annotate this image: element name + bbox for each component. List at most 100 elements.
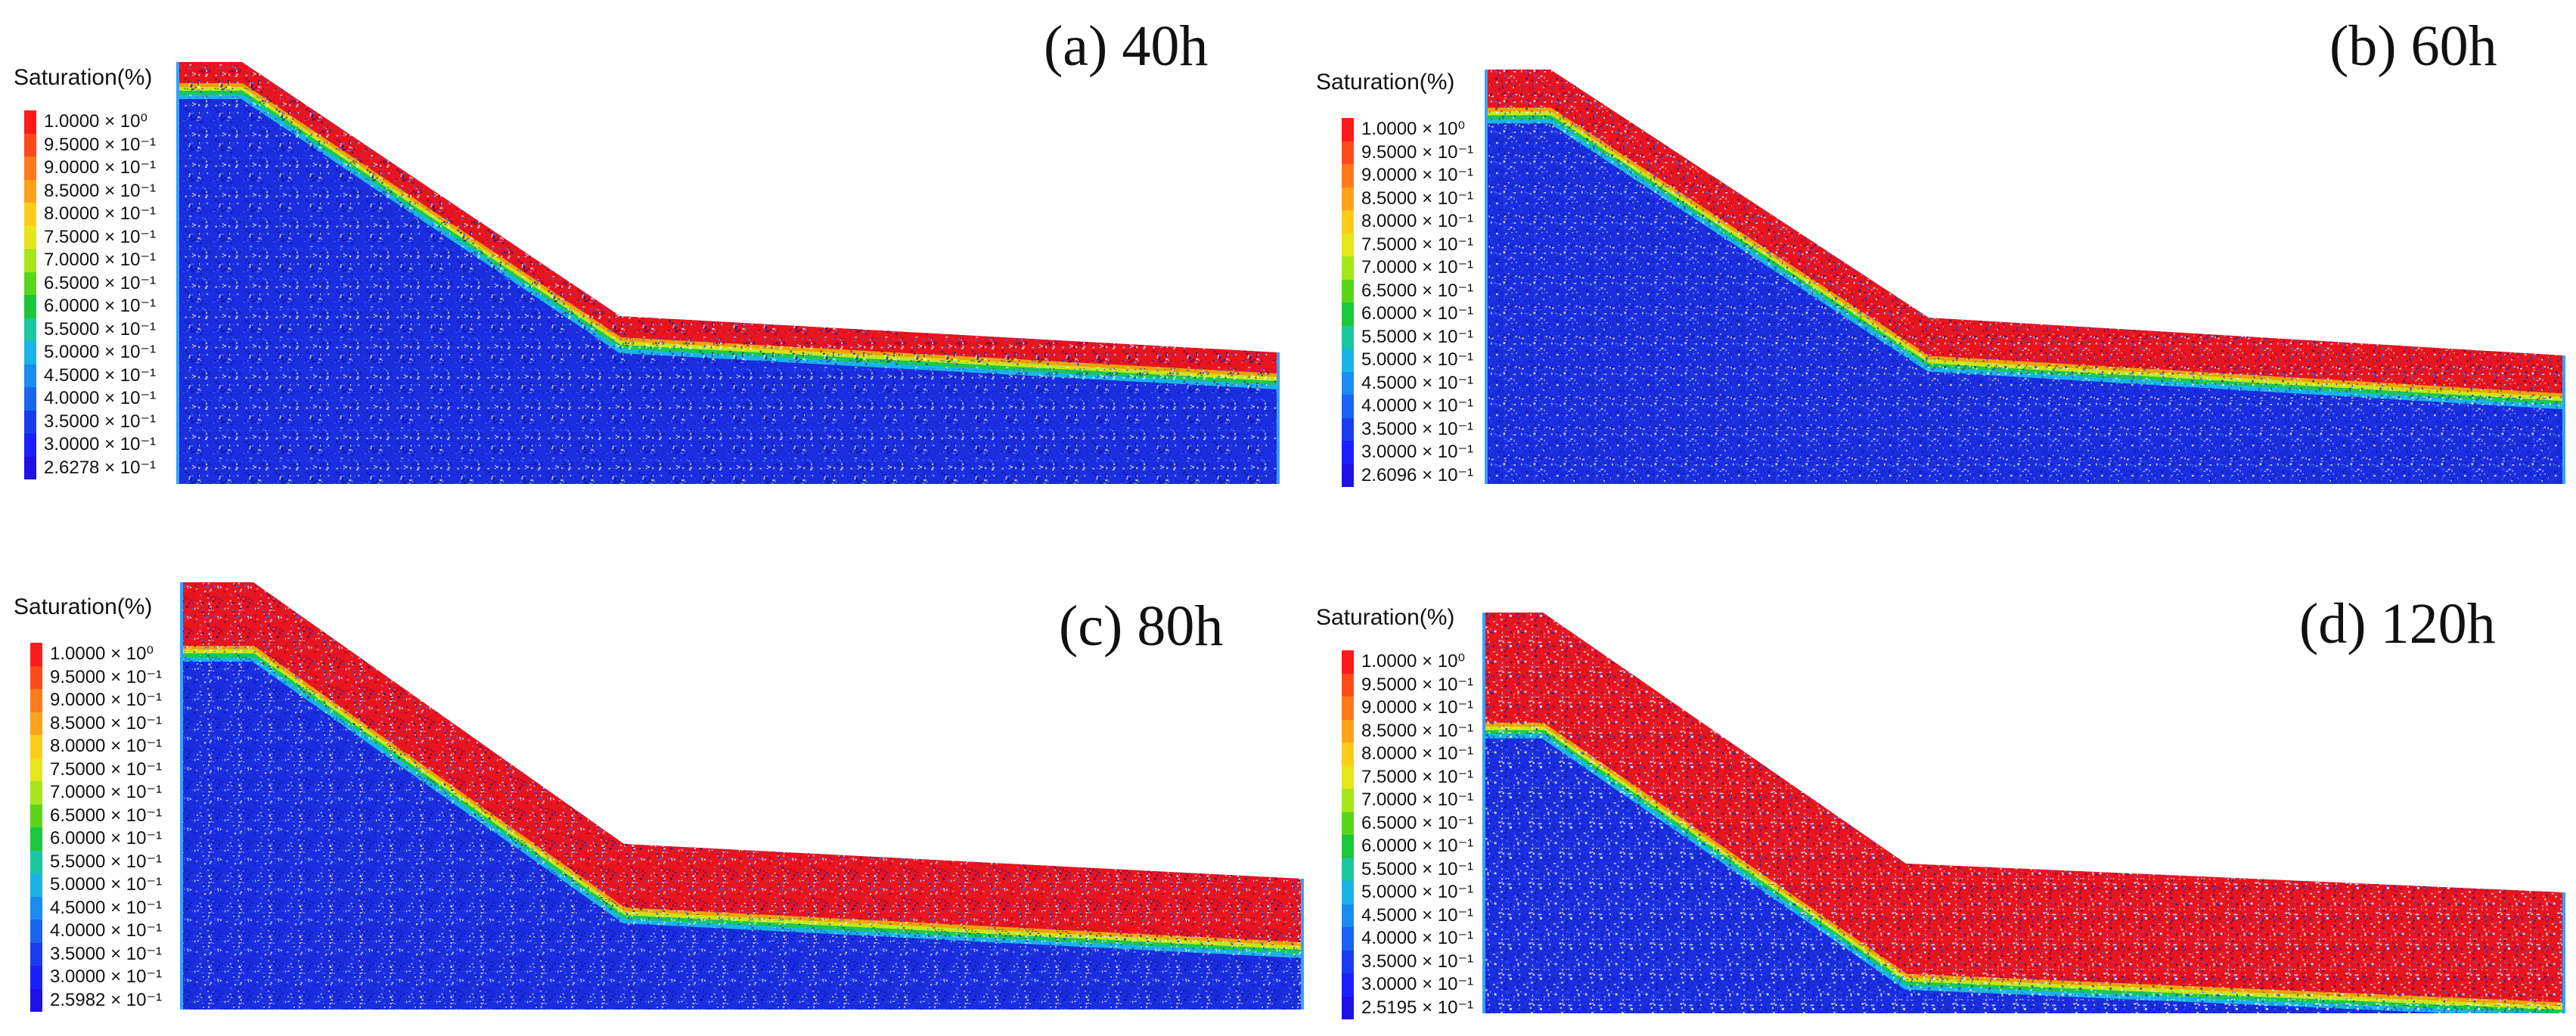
colorbar-tick-label: 3.5000 × 10⁻¹ (44, 411, 157, 432)
colorbar-tick-label: 9.0000 × 10⁻¹ (44, 157, 157, 178)
colorbar-label: Saturation(%) (1316, 605, 1455, 630)
colorbar-swatch (30, 850, 42, 873)
panel-title: (a) 40h (1044, 14, 1209, 78)
colorbar-swatch (1342, 996, 1354, 1019)
colorbar-tick-label: 4.0000 × 10⁻¹ (44, 388, 157, 408)
colorbar-tick-label: 8.5000 × 10⁻¹ (1361, 720, 1474, 741)
colorbar-tick-label: 3.0000 × 10⁻¹ (1361, 974, 1474, 994)
colorbar-swatch (1342, 279, 1354, 302)
colorbar-swatch (30, 896, 42, 920)
colorbar-swatch (1342, 349, 1354, 372)
colorbar-swatch (30, 758, 42, 781)
colorbar-tick-label: 1.0000 × 10⁰ (50, 644, 154, 664)
colorbar-swatch (1342, 210, 1354, 234)
colorbar-swatch (30, 712, 42, 735)
colorbar-tick-label: 1.0000 × 10⁰ (1361, 651, 1466, 672)
colorbar-tick-label: 3.5000 × 10⁻¹ (1361, 951, 1474, 972)
colorbar-tick-label: 9.0000 × 10⁻¹ (1361, 165, 1474, 185)
colorbar-swatch (1342, 881, 1354, 904)
colorbar-swatch (1342, 835, 1354, 858)
colorbar-swatch (30, 873, 42, 897)
colorbar-tick-label: 6.0000 × 10⁻¹ (1361, 303, 1474, 324)
colorbar-swatch (1342, 973, 1354, 997)
colorbar-swatch (30, 735, 42, 758)
panel-title: (c) 80h (1059, 594, 1224, 658)
colorbar-tick-label: 8.0000 × 10⁻¹ (1361, 743, 1474, 764)
colorbar-tick-label: 3.0000 × 10⁻¹ (44, 434, 157, 454)
slope-model (176, 62, 1280, 484)
colorbar-tick-label: 8.5000 × 10⁻¹ (44, 180, 157, 201)
colorbar-tick-label: 5.0000 × 10⁻¹ (1361, 349, 1474, 370)
colorbar-tick-label: 5.0000 × 10⁻¹ (50, 874, 163, 895)
colorbar-swatch (1342, 719, 1354, 743)
colorbar-tick-label: 4.5000 × 10⁻¹ (1361, 904, 1474, 926)
colorbar-tick-label: 9.5000 × 10⁻¹ (50, 666, 163, 687)
colorbar-swatch (1342, 927, 1354, 951)
colorbar-swatch (24, 225, 36, 249)
colorbar-swatch (24, 203, 36, 226)
colorbar-swatch (30, 781, 42, 805)
colorbar-swatch (1342, 141, 1354, 164)
panel-a: (a) 40h Saturation(%) 1.0000 × 10⁰ 9.5000… (0, 0, 1286, 514)
colorbar-swatch (1342, 673, 1354, 696)
colorbar-swatch (1342, 950, 1354, 973)
colorbar-tick-label: 2.5982 × 10⁻¹ (50, 989, 163, 1010)
colorbar-tick-label: 7.0000 × 10⁻¹ (44, 250, 157, 270)
colorbar-swatch (30, 942, 42, 966)
colorbar-swatch (1342, 417, 1354, 441)
colorbar-tick-label: 5.0000 × 10⁻¹ (1361, 882, 1474, 902)
colorbar-swatch (1342, 650, 1354, 674)
colorbar-swatch (24, 410, 36, 433)
colorbar-tick-label: 5.5000 × 10⁻¹ (44, 318, 157, 340)
colorbar-swatch (30, 689, 42, 712)
colorbar-tick-label: 3.0000 × 10⁻¹ (50, 966, 163, 987)
colorbar-tick-label: 3.0000 × 10⁻¹ (1361, 442, 1474, 462)
colorbar-tick-label: 4.5000 × 10⁻¹ (50, 897, 163, 918)
colorbar-swatch (1342, 904, 1354, 927)
colorbar-swatch (30, 966, 42, 989)
colorbar-tick-label: 9.0000 × 10⁻¹ (50, 690, 163, 710)
slope-model (1485, 70, 2565, 484)
colorbar-swatch (30, 665, 42, 689)
colorbar-tick-label: 5.5000 × 10⁻¹ (50, 851, 163, 872)
colorbar-swatch (1342, 789, 1354, 812)
colorbar-swatch (30, 827, 42, 851)
panel-d: (d) 120h Saturation(%) 1.0000 × 10⁰ 9.500… (1308, 522, 2576, 1036)
colorbar-label: Saturation(%) (14, 65, 153, 90)
colorbar-tick-label: 5.5000 × 10⁻¹ (1361, 326, 1474, 347)
colorbar-tick-label: 7.5000 × 10⁻¹ (1361, 766, 1474, 787)
colorbar-tick-label: 4.0000 × 10⁻¹ (1361, 395, 1474, 416)
colorbar-tick-label: 4.5000 × 10⁻¹ (1361, 372, 1474, 393)
colorbar-tick-label: 8.0000 × 10⁻¹ (44, 203, 157, 224)
colorbar-swatch (30, 643, 42, 666)
panel-title: (b) 60h (2329, 14, 2497, 78)
colorbar-label: Saturation(%) (14, 594, 153, 619)
colorbar-tick-label: 9.5000 × 10⁻¹ (1361, 141, 1474, 163)
colorbar-swatch (1342, 187, 1354, 210)
colorbar-swatch (1342, 325, 1354, 349)
colorbar-tick-label: 8.5000 × 10⁻¹ (50, 712, 163, 734)
colorbar-tick-label: 2.6096 × 10⁻¹ (1361, 464, 1474, 485)
colorbar-swatch (1342, 811, 1354, 835)
colorbar-tick-label: 6.0000 × 10⁻¹ (1361, 836, 1474, 856)
colorbar-tick-label: 6.0000 × 10⁻¹ (44, 296, 157, 316)
colorbar-tick-label: 4.5000 × 10⁻¹ (44, 364, 157, 386)
colorbar-tick-label: 2.5195 × 10⁻¹ (1361, 997, 1474, 1018)
colorbar-swatch (1342, 256, 1354, 280)
colorbar-tick-label: 7.5000 × 10⁻¹ (44, 226, 157, 247)
colorbar-tick-label: 8.5000 × 10⁻¹ (1361, 188, 1474, 209)
colorbar-swatch (24, 341, 36, 364)
colorbar-swatch (30, 920, 42, 943)
colorbar-swatch (24, 387, 36, 411)
colorbar-swatch (1342, 858, 1354, 881)
colorbar-tick-label: 8.0000 × 10⁻¹ (50, 736, 163, 756)
colorbar-tick-label: 7.5000 × 10⁻¹ (50, 758, 163, 780)
colorbar-tick-label: 2.6278 × 10⁻¹ (44, 457, 157, 478)
colorbar-tick-label: 8.0000 × 10⁻¹ (1361, 211, 1474, 231)
colorbar-swatch (24, 110, 36, 134)
colorbar-swatch (1342, 164, 1354, 188)
colorbar-tick-label: 9.0000 × 10⁻¹ (1361, 697, 1474, 718)
colorbar-swatch (1342, 233, 1354, 256)
panel-c: (c) 80h Saturation(%) 1.0000 × 10⁰ 9.5000… (0, 522, 1308, 1036)
colorbar-swatch (24, 433, 36, 457)
